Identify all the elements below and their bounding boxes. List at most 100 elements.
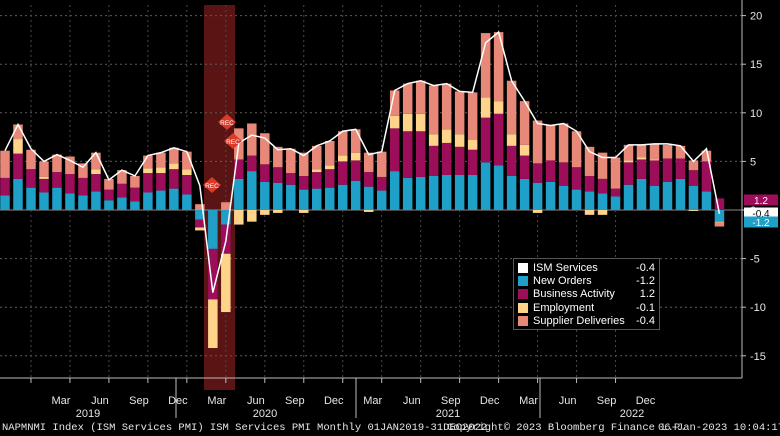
bar-segment <box>117 170 127 184</box>
legend-value: -1.2 <box>636 275 655 288</box>
x-tick-label: Sep <box>441 395 461 407</box>
x-tick-label: Mar <box>363 395 382 407</box>
bar-segment <box>299 189 309 210</box>
bar-segment <box>610 196 621 210</box>
bar-segment <box>545 125 556 161</box>
bar-segment <box>584 191 595 210</box>
legend-value: -0.4 <box>636 315 655 328</box>
bar-segment <box>597 152 608 179</box>
bar-segment <box>363 186 374 210</box>
bar-segment <box>299 152 309 176</box>
x-tick-label: Jun <box>247 395 265 407</box>
bar-segment <box>506 80 517 135</box>
bar-segment <box>78 195 88 210</box>
bar-segment <box>649 160 660 186</box>
bar-segment <box>415 80 426 114</box>
bar-segment <box>299 210 309 213</box>
bar-segment <box>39 178 49 193</box>
bar-segment <box>480 117 491 163</box>
bar-segment <box>441 142 452 176</box>
bar-segment <box>234 159 244 179</box>
bar-segment <box>454 134 465 147</box>
bar-segment <box>117 183 127 198</box>
bar-segment <box>454 91 465 135</box>
bar-segment <box>312 145 322 170</box>
bar-segment <box>260 210 270 215</box>
bar-segment <box>208 299 218 349</box>
bar-segment <box>234 210 244 225</box>
recession-marker <box>218 114 236 130</box>
chart-legend: ISM Services -0.4 New Orders -1.2 Busine… <box>513 258 660 330</box>
bar-segment <box>623 184 634 210</box>
value-label-text: -0.4 <box>752 209 770 220</box>
bar-segment <box>13 153 23 179</box>
bar-segment <box>688 160 699 171</box>
bar-segment <box>649 143 660 160</box>
bar-segment <box>714 198 725 210</box>
bar-segment <box>480 97 491 118</box>
bar-segment <box>26 169 36 188</box>
bar-segment <box>337 184 348 210</box>
bar-segment <box>143 155 153 169</box>
bar-segment <box>493 101 504 114</box>
bar-segment <box>65 156 75 175</box>
bar-segment <box>428 175 439 210</box>
bar-segment <box>78 163 88 178</box>
x-tick-label: Sep <box>285 395 305 407</box>
bar-segment <box>363 210 374 212</box>
x-tick-label: Dec <box>168 395 188 407</box>
bar-segment <box>415 131 426 177</box>
bar-segment <box>337 161 348 185</box>
bar-segment <box>636 159 647 179</box>
bar-segment <box>532 163 543 183</box>
bar-segment <box>39 161 49 177</box>
bar-segment <box>519 144 530 156</box>
bar-segment <box>688 185 699 210</box>
bar-segment <box>13 178 23 210</box>
bar-segment <box>623 144 634 161</box>
value-label-text: -1.2 <box>752 218 770 229</box>
bar-segment <box>675 158 686 179</box>
bar-segment <box>273 146 283 168</box>
bar-segment <box>428 85 439 135</box>
x-tick-label: Mar <box>52 395 71 407</box>
bar-segment <box>649 159 660 161</box>
bar-segment <box>701 161 712 192</box>
bar-segment <box>584 175 595 192</box>
bar-segment <box>467 175 478 210</box>
bar-segment <box>662 144 673 159</box>
bar-segment <box>286 184 296 210</box>
bar-segment <box>156 173 166 191</box>
bar-segment <box>558 123 569 163</box>
bar-segment <box>325 165 335 170</box>
bar-segment <box>402 113 413 132</box>
bar-segment <box>195 219 205 228</box>
bar-segment <box>273 210 283 213</box>
bar-segment <box>402 131 413 178</box>
value-label-text: 1.2 <box>754 196 768 207</box>
bar-segment <box>195 210 205 220</box>
x-year-label: 2020 <box>253 408 277 420</box>
value-label-box <box>744 207 778 219</box>
bar-segment <box>519 155 530 179</box>
bar-segment <box>519 101 530 145</box>
legend-swatch <box>518 262 528 273</box>
bar-segment <box>597 193 608 210</box>
bar-segment <box>350 160 361 181</box>
recession-marker <box>203 177 221 193</box>
y-tick-label: 10 <box>750 108 762 120</box>
bar-segment <box>312 188 322 210</box>
bar-segment <box>350 180 361 210</box>
bar-segment <box>376 176 387 191</box>
bar-segment <box>26 187 36 210</box>
legend-item: Supplier Deliveries -0.4 <box>518 315 655 328</box>
bar-segment <box>467 149 478 176</box>
bar-segment <box>454 175 465 210</box>
bar-segment <box>389 115 400 129</box>
bar-segment <box>636 144 647 158</box>
bar-segment <box>480 162 491 210</box>
bar-segment <box>39 192 49 210</box>
bar-segment <box>532 210 543 213</box>
footer-security-description: NAPMNMI Index (ISM Services PMI) ISM Ser… <box>2 422 488 434</box>
